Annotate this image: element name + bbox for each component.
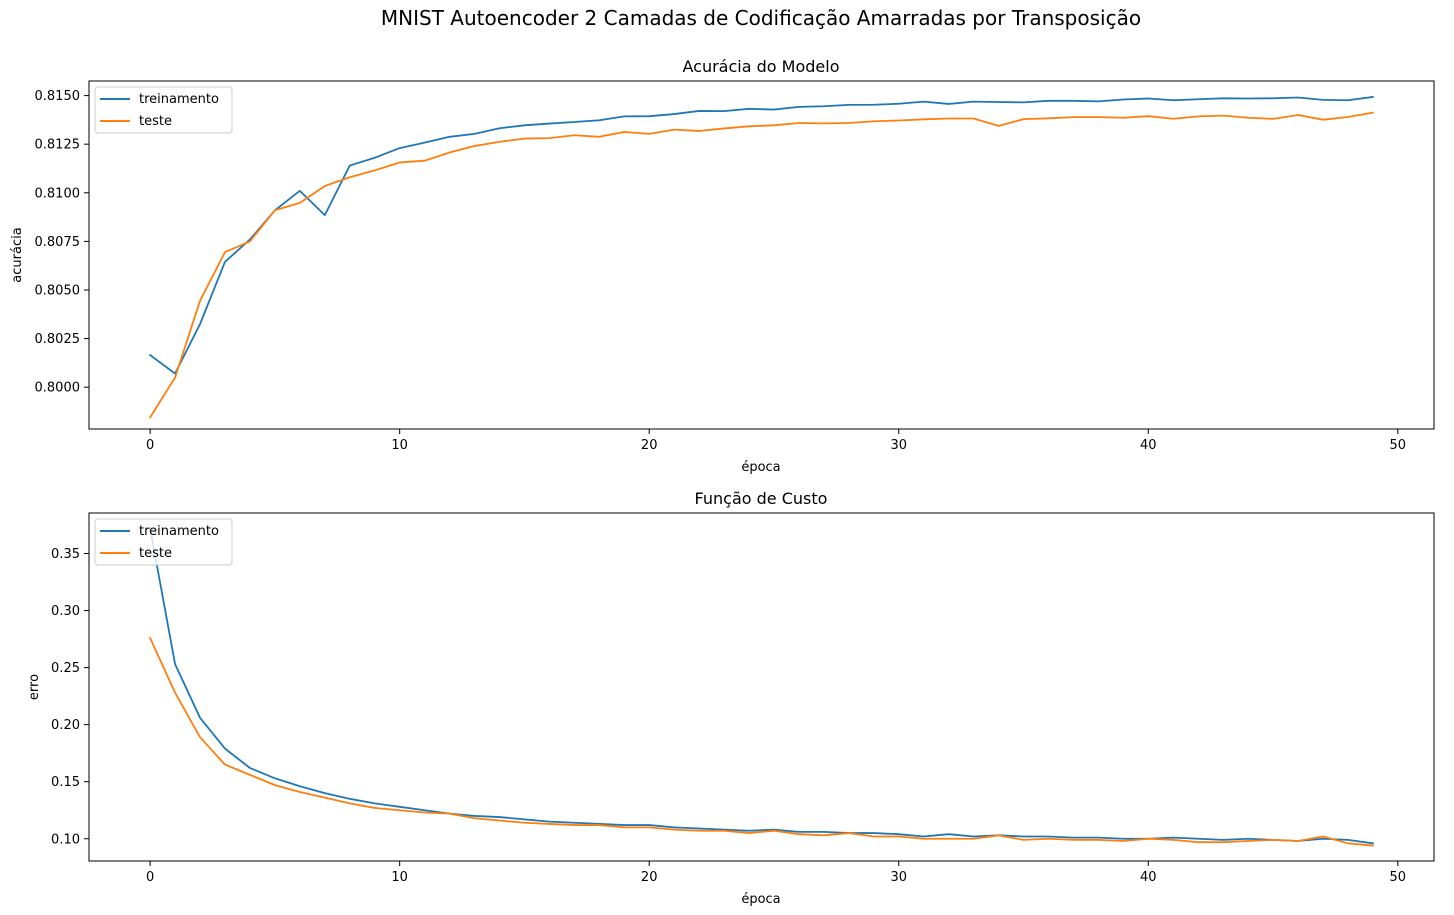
accuracy-y-tick-label: 0.8075 bbox=[35, 235, 81, 250]
accuracy-x-tick-label: 10 bbox=[391, 438, 408, 453]
accuracy-y-ticks: 0.8000 0.8025 0.8050 0.8075 0.8100 0.8125 0.81… bbox=[35, 89, 89, 396]
loss-x-tick-label: 50 bbox=[1390, 870, 1407, 885]
loss-title: Função de Custo bbox=[695, 489, 828, 508]
accuracy-legend-train-label: treinamento bbox=[139, 92, 219, 107]
accuracy-axes-frame bbox=[88, 80, 1435, 430]
loss-y-tick-label: 0.30 bbox=[51, 604, 80, 619]
loss-x-tick-label: 10 bbox=[391, 870, 408, 885]
accuracy-axes: Acurácia do Modelo 0 10 20 30 40 50 0.80000.8… bbox=[10, 57, 1435, 475]
accuracy-x-tick-label: 0 bbox=[146, 438, 154, 453]
accuracy-y-tick-label: 0.8150 bbox=[35, 89, 81, 104]
accuracy-x-tick-label: 30 bbox=[890, 438, 907, 453]
accuracy-x-label: época bbox=[741, 460, 780, 475]
accuracy-title: Acurácia do Modelo bbox=[683, 57, 840, 76]
loss-y-tick-label: 0.10 bbox=[51, 832, 80, 847]
accuracy-test-line bbox=[148, 111, 1374, 419]
accuracy-y-tick-label: 0.8000 bbox=[35, 381, 81, 396]
accuracy-y-tick-label: 0.8125 bbox=[35, 138, 81, 153]
accuracy-y-tick-label: 0.8100 bbox=[35, 186, 81, 201]
loss-test-line bbox=[148, 636, 1374, 847]
loss-legend: treinamento teste bbox=[94, 518, 233, 566]
accuracy-legend: treinamento teste bbox=[94, 86, 233, 134]
loss-y-tick-label: 0.25 bbox=[51, 661, 80, 676]
accuracy-y-label: acurácia bbox=[10, 227, 25, 282]
loss-x-tick-label: 30 bbox=[890, 870, 907, 885]
accuracy-y-tick-label: 0.8050 bbox=[35, 283, 81, 298]
loss-y-ticks: 0.10 0.15 0.20 0.25 0.30 0.35 bbox=[51, 547, 89, 847]
loss-x-tick-label: 0 bbox=[146, 870, 154, 885]
loss-x-tick-label: 20 bbox=[641, 870, 658, 885]
loss-axes: Função de Custo 0 10 20 30 40 50 0.10 0.15 0.20… bbox=[27, 489, 1435, 907]
loss-train-line bbox=[149, 527, 1374, 845]
loss-axes-frame bbox=[88, 512, 1435, 862]
accuracy-y-tick-label: 0.8025 bbox=[35, 332, 81, 347]
loss-x-label: época bbox=[741, 892, 780, 907]
loss-plot-area bbox=[148, 527, 1374, 847]
accuracy-train-line bbox=[148, 95, 1374, 375]
accuracy-legend-test-label: teste bbox=[139, 114, 172, 129]
loss-y-label: erro bbox=[27, 674, 42, 700]
loss-y-tick-label: 0.35 bbox=[51, 547, 80, 562]
figure-suptitle: MNIST Autoencoder 2 Camadas de Codificaç… bbox=[381, 6, 1141, 30]
loss-y-tick-label: 0.15 bbox=[51, 775, 80, 790]
accuracy-x-tick-label: 40 bbox=[1140, 438, 1157, 453]
loss-x-ticks: 0 10 20 30 40 50 bbox=[146, 861, 1406, 885]
loss-y-tick-label: 0.20 bbox=[51, 718, 80, 733]
accuracy-plot-area bbox=[148, 95, 1374, 419]
accuracy-x-tick-label: 50 bbox=[1390, 438, 1407, 453]
loss-legend-test-label: teste bbox=[139, 546, 172, 561]
loss-legend-train-label: treinamento bbox=[139, 524, 219, 539]
loss-x-tick-label: 40 bbox=[1140, 870, 1157, 885]
accuracy-x-tick-label: 20 bbox=[641, 438, 658, 453]
accuracy-x-ticks: 0 10 20 30 40 50 bbox=[146, 429, 1406, 453]
